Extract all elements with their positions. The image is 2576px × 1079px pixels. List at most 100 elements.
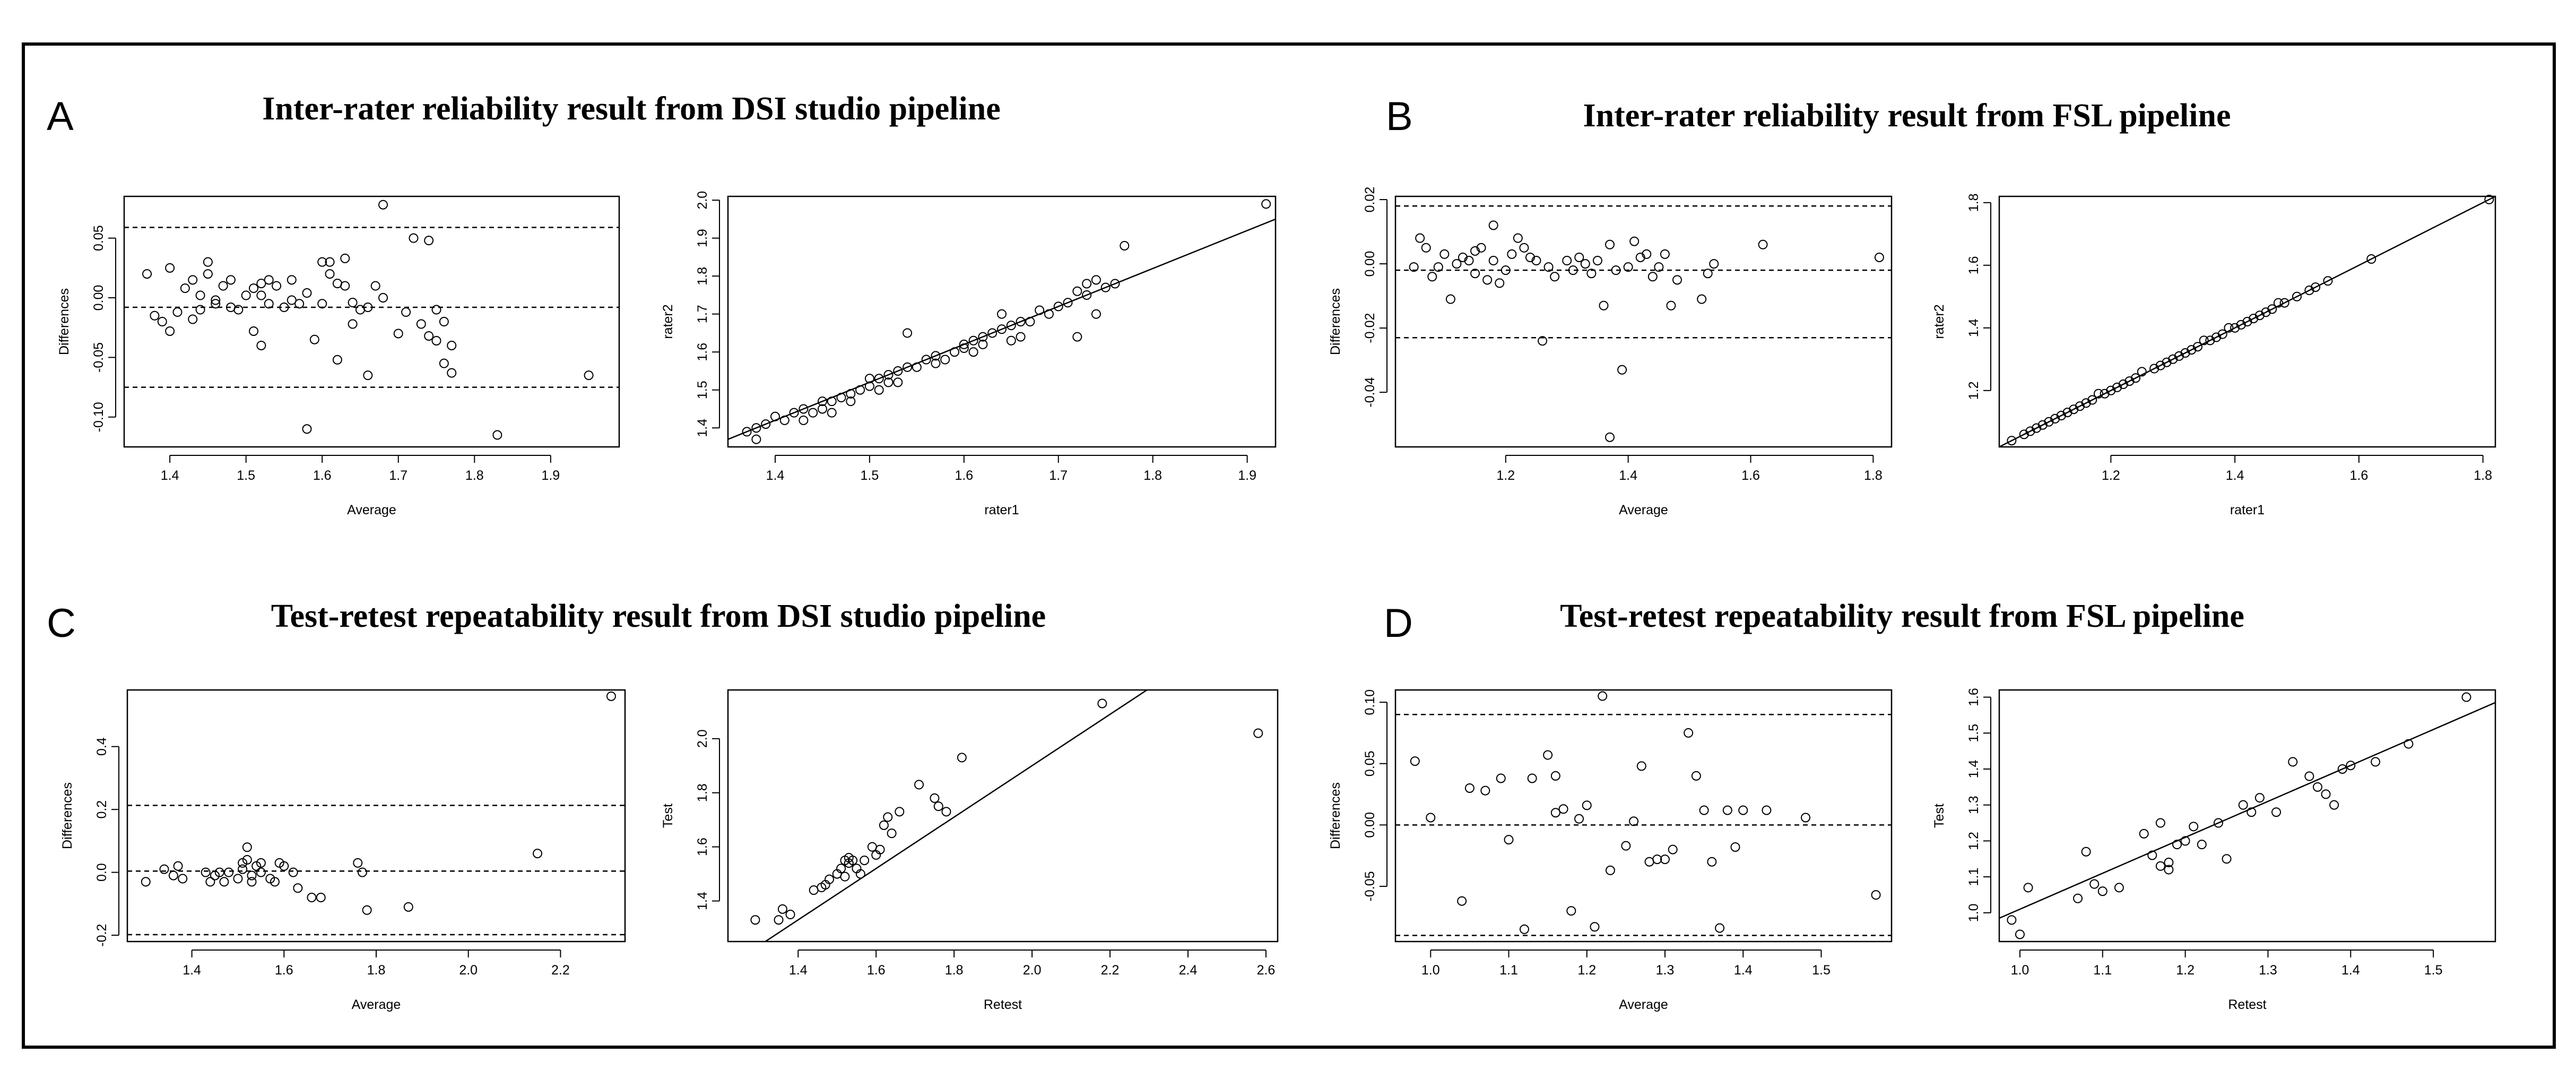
data-point	[165, 263, 175, 273]
y-tick-label: 1.6	[1966, 256, 1981, 274]
x-tick-label: 1.4	[789, 963, 808, 978]
data-point	[779, 415, 790, 425]
data-point	[750, 915, 760, 925]
data-point	[242, 842, 252, 852]
data-point	[205, 877, 215, 887]
data-point	[142, 269, 152, 279]
panel-c-title: Test-retest repeatability result from DS…	[271, 598, 1046, 634]
data-point	[1709, 259, 1719, 269]
y-tick-label: 1.2	[1966, 832, 1981, 850]
data-point	[1519, 243, 1529, 253]
plot-C-bland-altman: 1.4 1.6 1.8 2.0 2.2 -0.2 0.0 0.2 0.4 Average Diffe…	[60, 689, 626, 1012]
data-point	[1636, 761, 1646, 771]
data-point	[332, 355, 342, 365]
data-point	[940, 355, 950, 365]
data-point	[2180, 836, 2190, 846]
data-point	[2089, 879, 2100, 889]
data-point	[1488, 256, 1498, 266]
data-point	[777, 904, 787, 914]
data-point	[836, 393, 846, 403]
data-point	[761, 419, 771, 429]
data-point	[363, 303, 373, 313]
x-tick-label: 1.6	[955, 468, 973, 483]
data-point	[348, 319, 358, 329]
data-point	[1699, 805, 1709, 815]
data-point	[941, 807, 951, 817]
y-tick-label: 1.6	[695, 838, 710, 856]
data-point	[1519, 924, 1529, 934]
data-point	[1531, 256, 1541, 266]
data-point	[997, 309, 1007, 319]
data-point	[2015, 929, 2025, 939]
plot-A-bland-altman: 1.4 1.5 1.6 1.7 1.8 1.9 -0.10 -0.05 0.00 0.05 Aver…	[57, 195, 620, 517]
data-point	[219, 877, 229, 887]
x-tick-label: 1.8	[465, 468, 484, 483]
data-point	[1691, 771, 1701, 781]
data-point	[307, 893, 317, 903]
data-point	[2139, 828, 2149, 839]
data-point	[1666, 300, 1676, 310]
data-point	[2329, 800, 2339, 810]
data-point	[165, 326, 175, 336]
data-point	[846, 389, 856, 399]
plot-frame	[727, 689, 1279, 943]
data-point	[195, 290, 205, 300]
x-axis-title: Average	[1619, 997, 1668, 1012]
data-point	[1044, 309, 1054, 319]
x-tick-label: 1.1	[2093, 963, 2112, 978]
data-point	[742, 427, 752, 437]
x-tick-label: 1.3	[1656, 963, 1675, 978]
data-point	[921, 355, 931, 365]
data-point	[1543, 262, 1554, 272]
data-point	[864, 374, 874, 384]
data-point	[492, 430, 502, 440]
data-point	[789, 408, 799, 418]
y-tick-label: 1.8	[1966, 193, 1981, 212]
data-point	[1091, 275, 1101, 285]
x-tick-label: 1.5	[2424, 963, 2443, 978]
data-point	[141, 877, 151, 887]
data-point	[2124, 376, 2135, 386]
data-point	[2254, 793, 2265, 803]
data-point	[242, 854, 252, 865]
data-point	[1684, 728, 1694, 738]
y-tick-label: -0.02	[1363, 313, 1377, 343]
y-tick-label: -0.05	[91, 342, 106, 373]
data-point	[2007, 915, 2017, 925]
plot-B-correlation: 1.2 1.4 1.6 1.8 1.2 1.4 1.6 1.8 rater1 rater2	[1932, 193, 2496, 517]
data-point	[2249, 314, 2259, 324]
data-point	[1464, 256, 1474, 266]
data-point	[2137, 367, 2147, 377]
data-point	[293, 883, 303, 893]
data-point	[817, 396, 827, 407]
y-tick-label: 1.8	[695, 267, 710, 286]
y-axis-title: rater2	[661, 304, 675, 339]
data-point	[2461, 692, 2471, 702]
data-point	[2288, 757, 2298, 767]
data-point	[2323, 276, 2333, 286]
data-point	[1513, 233, 1523, 243]
plot-D-correlation: 1.0 1.1 1.2 1.3 1.4 1.5 1.0 1.1 1.2 1.3 1.4 1.5 1.6 R…	[1932, 688, 2496, 1012]
x-tick-label: 1.2	[1577, 963, 1596, 978]
y-tick-label: 0.02	[1363, 187, 1377, 213]
data-point	[2199, 335, 2209, 346]
panel-d-letter: D	[1384, 601, 1413, 646]
data-point	[401, 307, 411, 317]
data-point	[2147, 850, 2157, 860]
panel-d-title: Test-retest repeatability result from FS…	[1560, 598, 2244, 634]
data-point	[340, 253, 350, 263]
data-point	[2187, 345, 2197, 355]
data-point	[211, 295, 221, 305]
data-point	[2164, 858, 2174, 868]
data-point	[883, 377, 894, 387]
y-tick-label: 1.2	[1966, 381, 1981, 400]
data-point	[2037, 420, 2048, 430]
data-point	[2304, 771, 2314, 781]
data-point	[2254, 310, 2265, 321]
data-point	[532, 849, 542, 859]
data-point	[188, 275, 198, 285]
panel-c-letter: C	[47, 601, 76, 646]
y-tick-label: -0.04	[1363, 377, 1377, 408]
x-tick-label: 1.4	[2341, 963, 2360, 978]
data-point	[1621, 841, 1631, 851]
